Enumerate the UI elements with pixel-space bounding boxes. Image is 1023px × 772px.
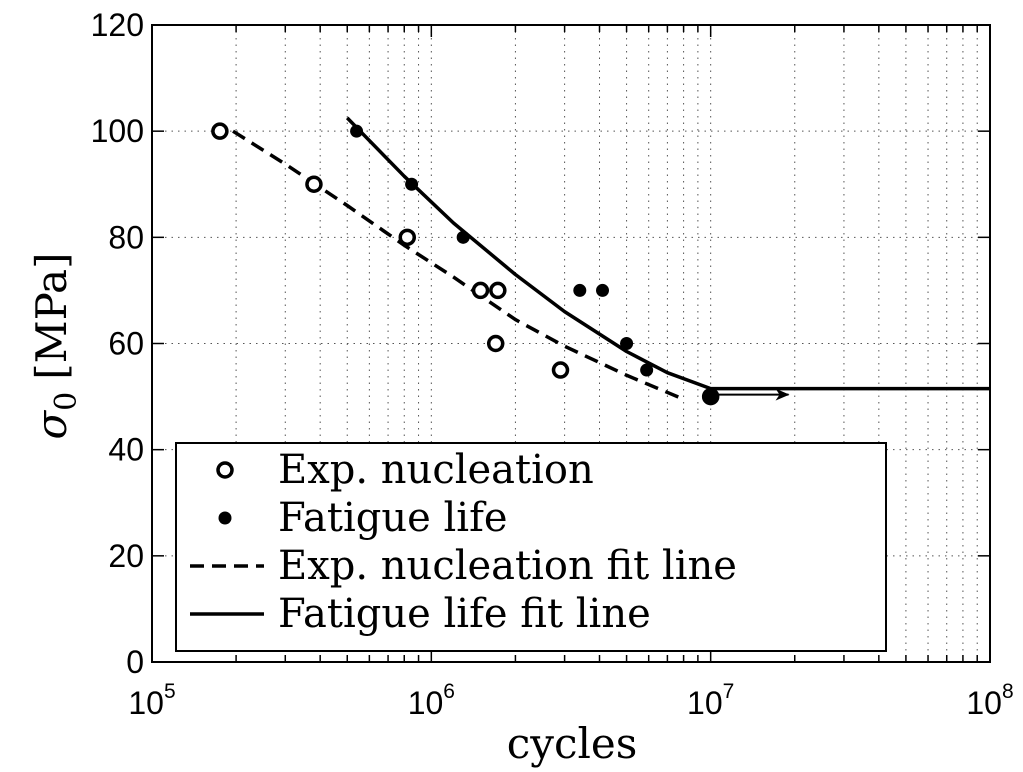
x-tick-exponent: 8 — [1002, 680, 1014, 703]
data-markers — [211, 122, 720, 406]
x-axis-label: cycles — [507, 719, 638, 768]
nucleation-point — [211, 122, 229, 140]
fatigue-fit-line — [345, 116, 990, 391]
y-tick-label: 40 — [108, 432, 144, 468]
legend-fatigue-marker — [218, 511, 232, 525]
legend-label: Exp. nucleation — [278, 447, 594, 493]
y-axis-unit: [MPa] — [27, 253, 76, 380]
y-tick-label: 120 — [91, 7, 144, 43]
axis-titles: cycles σ0[MPa] — [27, 253, 637, 768]
y-axis-symbol: σ — [27, 409, 76, 439]
axis-ticks — [152, 24, 990, 663]
y-axis-label: σ0 [MPa] — [27, 253, 84, 440]
legend-label: Fatigue life — [278, 495, 508, 541]
nucleation-point — [486, 334, 505, 353]
legend-label: Fatigue life fit line — [278, 591, 651, 637]
fatigue-point — [456, 230, 470, 244]
fit-lines — [232, 116, 990, 401]
x-tick-label: 106 — [408, 680, 455, 721]
x-tick-base: 10 — [966, 685, 1002, 721]
fatigue-point — [620, 337, 634, 350]
y-axis-subscript: 0 — [49, 392, 84, 411]
x-tick-base: 10 — [408, 685, 444, 721]
y-tick-label: 100 — [91, 113, 144, 149]
x-tick-label: 108 — [966, 680, 1013, 721]
x-tick-exponent: 7 — [723, 680, 735, 703]
fatigue-point — [640, 363, 654, 377]
fatigue-point — [405, 177, 419, 191]
y-tick-label: 80 — [108, 219, 144, 255]
x-tick-base: 10 — [687, 685, 723, 721]
nucleation-point — [551, 361, 570, 379]
y-tick-label: 60 — [108, 326, 144, 362]
nucleation-fit-line — [232, 129, 685, 401]
x-tick-label: 107 — [687, 680, 734, 721]
x-tick-label: 105 — [128, 680, 175, 721]
x-tick-exponent: 6 — [443, 680, 455, 703]
nucleation-point — [471, 281, 490, 300]
fatigue-point — [704, 390, 718, 404]
x-tick-base: 10 — [128, 685, 164, 721]
y-tick-label: 20 — [108, 538, 144, 574]
nucleation-point — [305, 175, 323, 193]
legend-nucleation-marker — [216, 461, 234, 479]
y-tick-label: 0 — [126, 644, 144, 680]
fatigue-point — [350, 124, 364, 138]
nucleation-point — [398, 228, 417, 247]
fatigue-point — [573, 283, 587, 297]
legend-box — [175, 442, 887, 652]
fatigue-point — [596, 283, 610, 297]
nucleation-point — [489, 281, 507, 300]
legend-label: Exp. nucleation fit line — [278, 543, 737, 589]
x-tick-exponent: 5 — [164, 680, 176, 703]
